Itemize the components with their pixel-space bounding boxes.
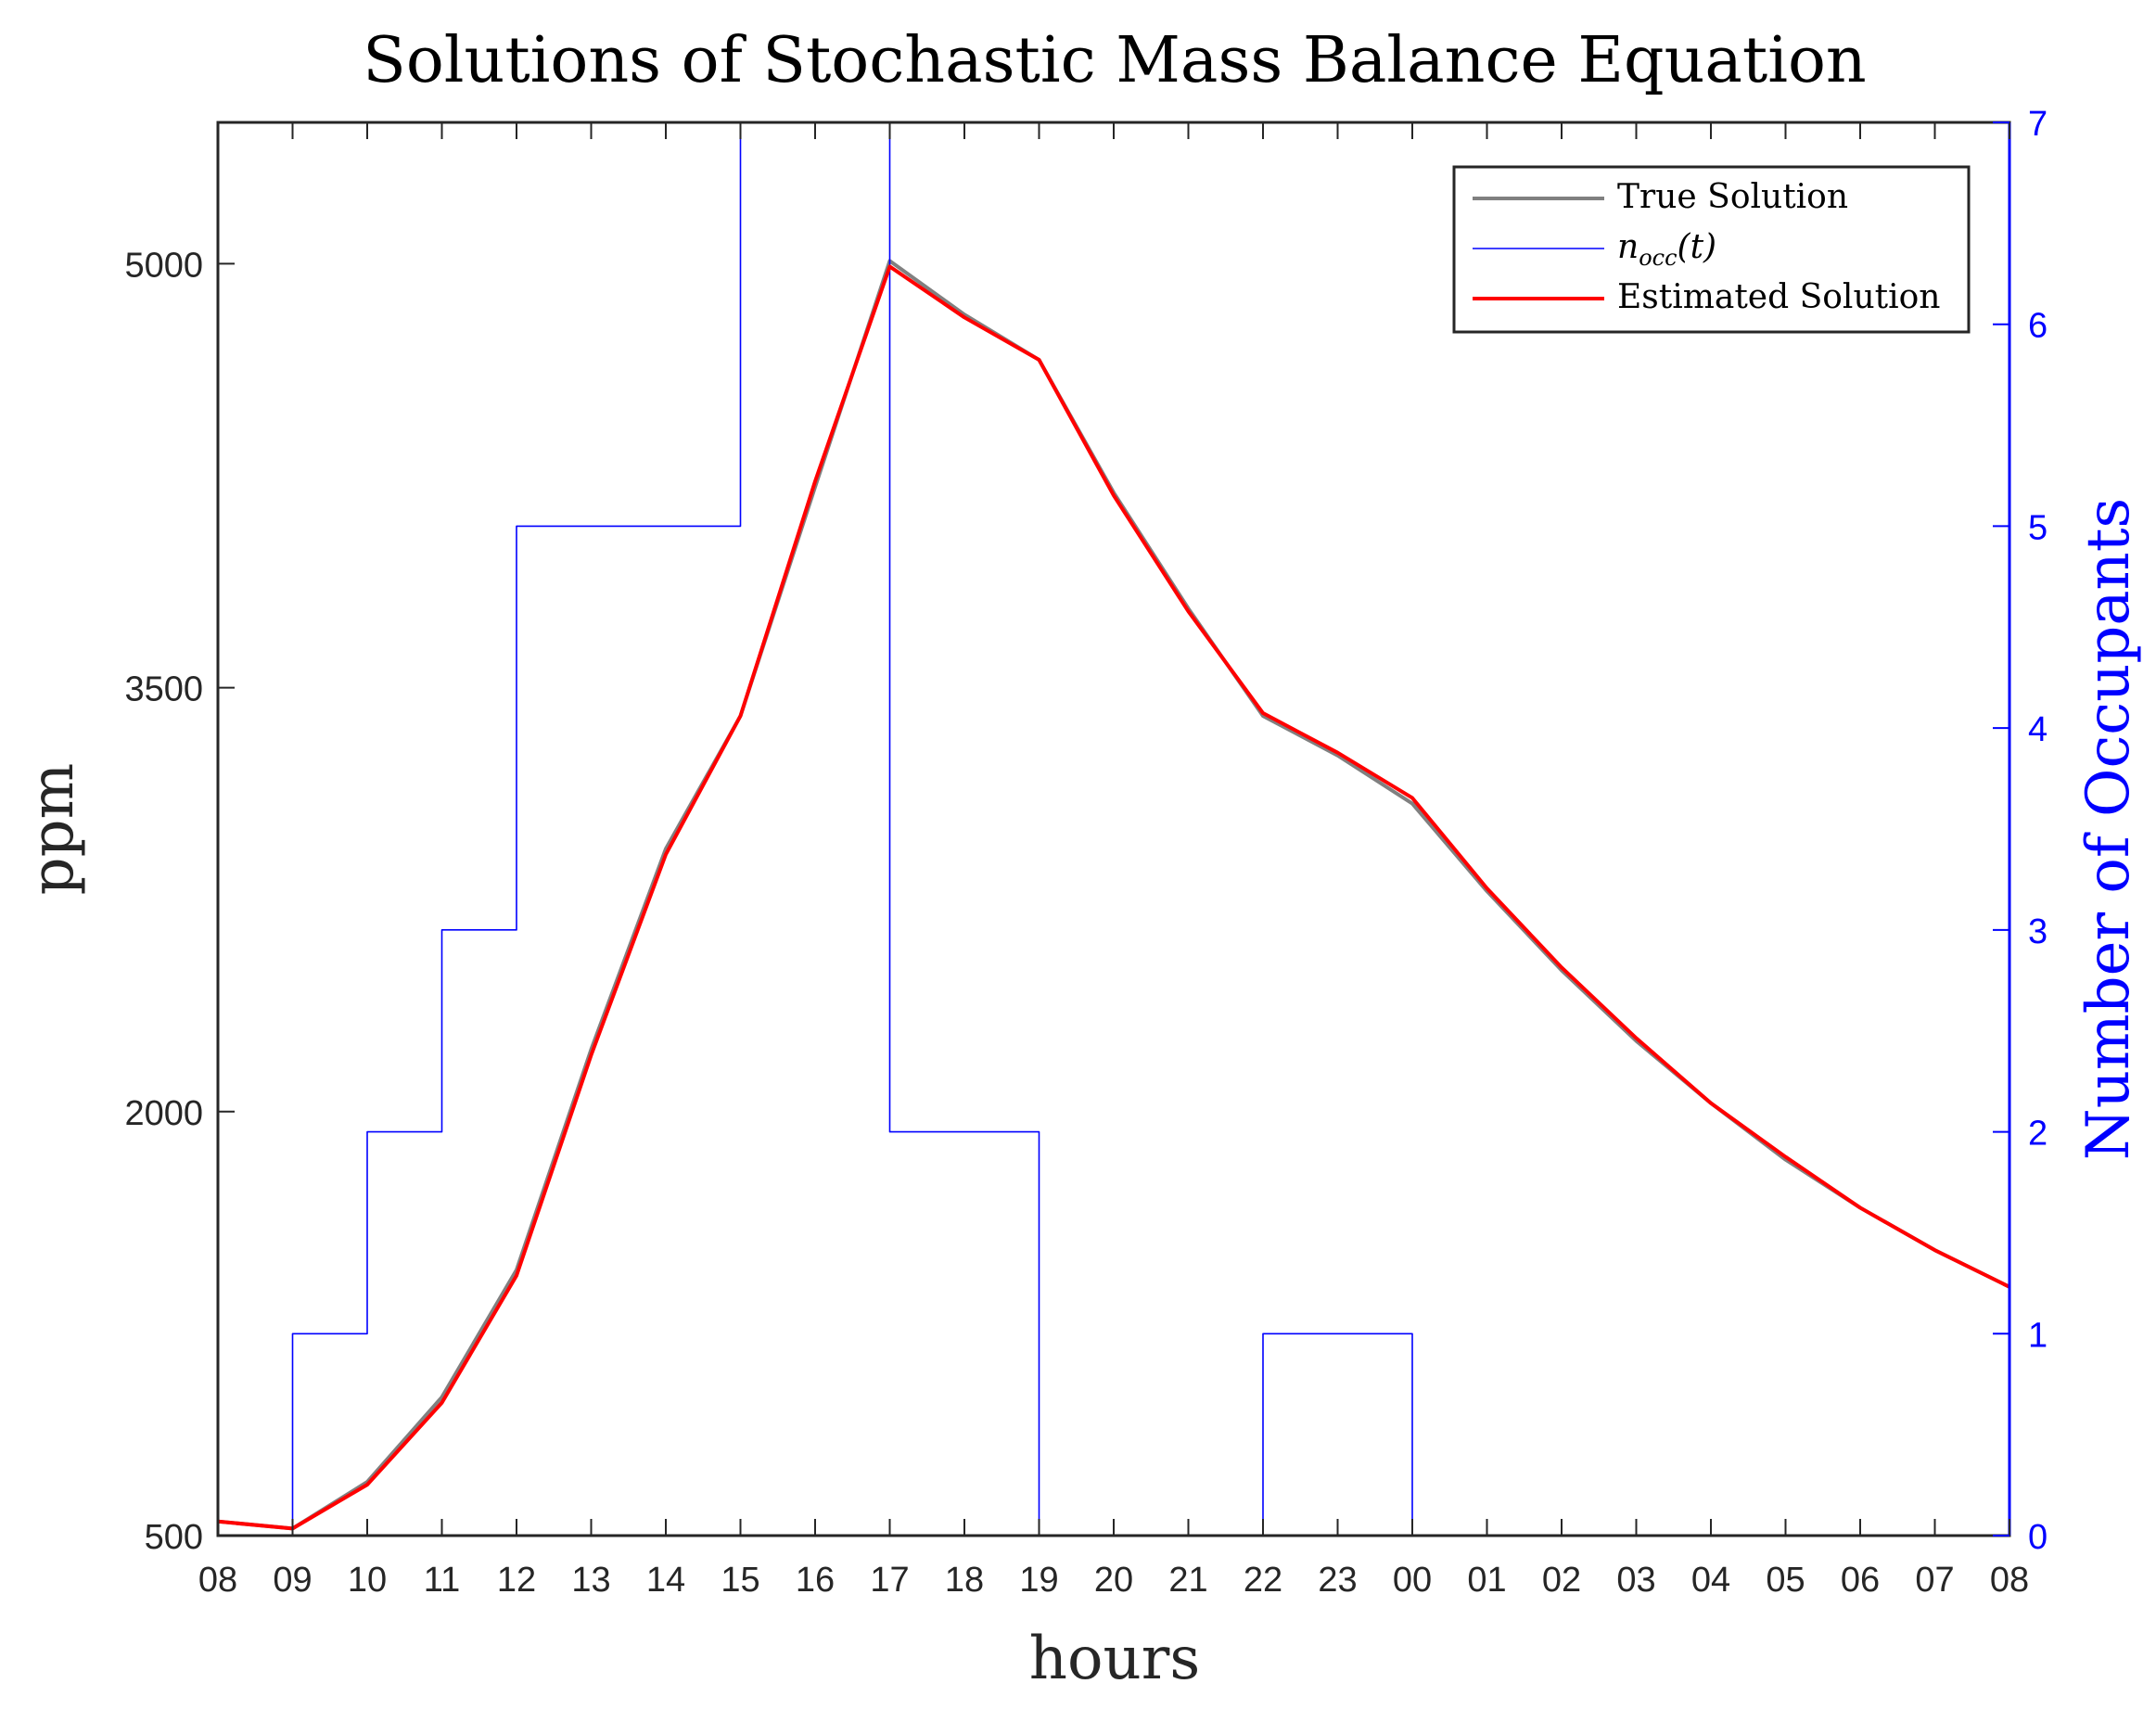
y2-tick-label: 3 (2028, 912, 2048, 951)
legend-label-true-solution: True Solution (1617, 178, 1848, 216)
y-axis-label: ppm (19, 763, 87, 896)
legend-label-occupants: nocc(t) (1617, 228, 1716, 271)
y-tick-label: 5000 (124, 246, 203, 285)
x-tick-label: 08 (198, 1561, 237, 1600)
legend-box (1452, 165, 1971, 334)
x-tick-label: 07 (1915, 1561, 1954, 1600)
x-tick-label: 02 (1542, 1561, 1581, 1600)
x-tick-label: 08 (1990, 1561, 2029, 1600)
y2-axis-label: Number of Occupants (2074, 498, 2143, 1161)
x-tick-label: 06 (1841, 1561, 1880, 1600)
y-tick-label: 3500 (124, 670, 203, 709)
legend-label-occupants-t: (t) (1678, 228, 1717, 266)
y2-tick-label: 7 (2028, 105, 2048, 144)
x-tick-label: 00 (1393, 1561, 1432, 1600)
x-tick-label: 13 (571, 1561, 610, 1600)
x-tick-label: 05 (1766, 1561, 1805, 1600)
chart-title: Solutions of Stochastic Mass Balance Equ… (363, 24, 1866, 97)
legend-label-occupants-sub: occ (1639, 245, 1677, 271)
y2-tick-label: 6 (2028, 307, 2048, 346)
x-tick-label: 10 (348, 1561, 387, 1600)
y-axis-right: 0 1 2 3 4 5 6 7 (1993, 105, 2048, 1557)
legend-label-estimated-solution: Estimated Solution (1617, 278, 1940, 316)
x-tick-label: 20 (1094, 1561, 1133, 1600)
y-tick-label: 2000 (124, 1094, 203, 1133)
x-tick-label: 15 (721, 1561, 759, 1600)
y-tick-label: 500 (145, 1518, 203, 1557)
x-tick-label: 01 (1467, 1561, 1506, 1600)
y2-tick-label: 1 (2028, 1316, 2048, 1355)
x-tick-label: 16 (796, 1561, 835, 1600)
x-tick-label: 21 (1168, 1561, 1207, 1600)
x-tick-label: 03 (1616, 1561, 1655, 1600)
series-line-estimated-solution (217, 264, 2010, 1531)
legend-label-occupants-n: n (1617, 228, 1639, 266)
x-tick-label: 09 (273, 1561, 312, 1600)
x-tick-label: 18 (945, 1561, 984, 1600)
x-axis: 08 09 10 11 12 13 14 15 16 17 18 19 20 21 22 23 00 01 02 03… (198, 122, 2029, 1600)
x-tick-label: 19 (1019, 1561, 1058, 1600)
y2-tick-label: 0 (2028, 1518, 2048, 1557)
legend: True Solution nocc(t) Estimated Solution (1452, 165, 1971, 334)
series-line-n-occ-t (218, 121, 2009, 1537)
x-tick-label: 12 (497, 1561, 536, 1600)
x-tick-label: 04 (1691, 1561, 1730, 1600)
x-tick-label: 14 (646, 1561, 685, 1600)
y2-tick-label: 4 (2028, 710, 2048, 749)
x-axis-label: hours (1029, 1625, 1200, 1693)
x-tick-label: 22 (1244, 1561, 1282, 1600)
x-tick-label: 23 (1318, 1561, 1357, 1600)
x-tick-label: 11 (424, 1561, 460, 1600)
y2-tick-label: 2 (2028, 1115, 2048, 1154)
y2-tick-label: 5 (2028, 508, 2048, 547)
y-axis-left: 500 2000 3500 5000 (124, 246, 235, 1557)
series-layer (217, 121, 2010, 1537)
x-tick-label: 17 (870, 1561, 909, 1600)
